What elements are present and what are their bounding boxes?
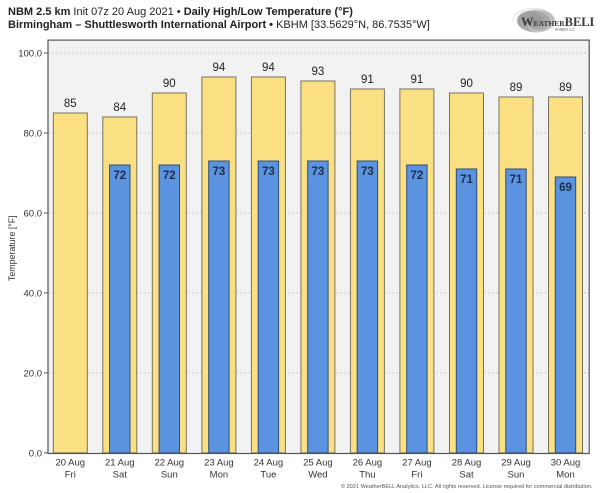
svg-text:100.0: 100.0 <box>18 49 42 60</box>
svg-text:73: 73 <box>213 166 226 178</box>
svg-text:30 Aug: 30 Aug <box>551 458 581 469</box>
svg-text:91: 91 <box>361 74 374 86</box>
svg-text:89: 89 <box>510 82 523 94</box>
svg-text:90: 90 <box>163 78 176 90</box>
svg-text:72: 72 <box>411 170 424 182</box>
svg-text:Fri: Fri <box>65 470 76 481</box>
svg-text:73: 73 <box>361 166 374 178</box>
svg-text:Fri: Fri <box>411 470 422 481</box>
svg-text:Sun: Sun <box>161 470 178 481</box>
svg-text:20.0: 20.0 <box>24 368 43 379</box>
svg-text:73: 73 <box>262 166 275 178</box>
svg-text:26 Aug: 26 Aug <box>353 458 383 469</box>
svg-text:72: 72 <box>163 170 176 182</box>
svg-text:80.0: 80.0 <box>24 129 43 140</box>
svg-text:84: 84 <box>113 102 126 114</box>
svg-text:22 Aug: 22 Aug <box>155 458 185 469</box>
svg-text:Tue: Tue <box>260 470 276 481</box>
svg-text:24 Aug: 24 Aug <box>254 458 284 469</box>
svg-text:73: 73 <box>312 166 325 178</box>
svg-text:Mon: Mon <box>210 470 228 481</box>
svg-text:94: 94 <box>262 62 275 74</box>
svg-text:0.0: 0.0 <box>29 448 42 459</box>
svg-text:93: 93 <box>312 66 325 78</box>
svg-text:91: 91 <box>411 74 424 86</box>
svg-text:27 Aug: 27 Aug <box>402 458 432 469</box>
svg-text:85: 85 <box>64 98 77 110</box>
svg-text:Thu: Thu <box>359 470 375 481</box>
svg-text:20 Aug: 20 Aug <box>56 458 86 469</box>
svg-text:Sun: Sun <box>508 470 525 481</box>
svg-text:69: 69 <box>559 182 572 194</box>
svg-text:Analytics LLC: Analytics LLC <box>555 28 576 32</box>
svg-text:Sat: Sat <box>113 470 128 481</box>
svg-text:Wed: Wed <box>308 470 327 481</box>
svg-text:28 Aug: 28 Aug <box>452 458 482 469</box>
svg-text:89: 89 <box>559 82 572 94</box>
svg-text:71: 71 <box>460 174 473 186</box>
svg-text:Sat: Sat <box>459 470 474 481</box>
svg-text:90: 90 <box>460 78 473 90</box>
svg-text:94: 94 <box>213 62 226 74</box>
svg-text:21 Aug: 21 Aug <box>105 458 135 469</box>
svg-text:23 Aug: 23 Aug <box>204 458 234 469</box>
svg-text:60.0: 60.0 <box>24 209 43 220</box>
svg-text:40.0: 40.0 <box>24 288 43 299</box>
svg-text:71: 71 <box>510 174 523 186</box>
svg-text:72: 72 <box>113 170 126 182</box>
svg-text:29 Aug: 29 Aug <box>501 458 531 469</box>
svg-text:25 Aug: 25 Aug <box>303 458 333 469</box>
svg-text:Mon: Mon <box>556 470 574 481</box>
